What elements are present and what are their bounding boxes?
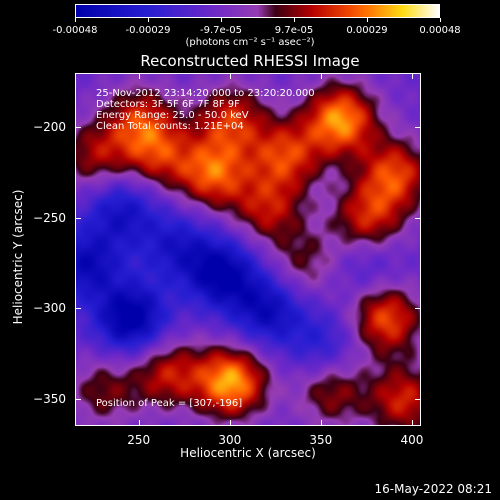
y-tick (415, 308, 421, 310)
chart-title: Reconstructed RHESSI Image (140, 52, 360, 70)
colorbar-tick (294, 18, 295, 22)
colorbar-units-label: (photons cm⁻² s⁻¹ asec⁻²) (185, 37, 315, 48)
colorbar-tick (75, 18, 76, 22)
y-tick (415, 127, 421, 129)
y-tick (415, 398, 421, 400)
x-tick (138, 420, 140, 426)
colorbar-tick-label: -0.00029 (125, 25, 171, 36)
annotation-peak-position: Position of Peak = [307,-196] (96, 398, 243, 409)
colorbar-tick (440, 18, 441, 22)
x-axis-label: Heliocentric X (arcsec) (180, 446, 316, 460)
y-tick (75, 308, 81, 310)
x-tick (229, 420, 231, 426)
x-tick-label: 300 (218, 433, 242, 447)
colorbar (75, 4, 440, 18)
annotation-time-range: 25-Nov-2012 23:14:20.000 to 23:20:20.000 (96, 88, 315, 99)
plot-area: 25-Nov-2012 23:14:20.000 to 23:20:20.000… (75, 73, 421, 426)
x-tick (229, 73, 231, 79)
x-tick (411, 73, 413, 79)
y-tick-label: −350 (33, 391, 66, 406)
annotation-energy-range: Energy Range: 25.0 - 50.0 keV (96, 110, 249, 121)
y-axis-label: Heliocentric Y (arcsec) (11, 189, 25, 325)
x-tick (320, 420, 322, 426)
colorbar-tick-label: 0.00029 (346, 25, 388, 36)
y-tick (75, 398, 81, 400)
heatmap-image (76, 74, 420, 425)
colorbar-tick (367, 18, 368, 22)
y-tick (415, 217, 421, 219)
colorbar-tick (221, 18, 222, 22)
x-tick (411, 420, 413, 426)
colorbar-tick-label: -9.7e-05 (200, 25, 242, 36)
annotation-total-counts: Clean Total counts: 1.21E+04 (96, 121, 244, 132)
y-tick-label: −300 (33, 301, 66, 316)
timestamp: 16-May-2022 08:21 (374, 482, 492, 496)
colorbar-tick (148, 18, 149, 22)
x-tick (138, 73, 140, 79)
x-tick (320, 73, 322, 79)
x-tick-label: 400 (400, 433, 424, 447)
x-tick-label: 250 (127, 433, 151, 447)
colorbar-tick-label: -0.00048 (52, 25, 98, 36)
y-tick-label: −250 (33, 210, 66, 225)
colorbar-tick-label: 0.00048 (419, 25, 461, 36)
x-tick-label: 350 (309, 433, 333, 447)
y-tick (75, 127, 81, 129)
y-tick (75, 217, 81, 219)
y-tick-label: −200 (33, 120, 66, 135)
annotation-detectors: Detectors: 3F 5F 6F 7F 8F 9F (96, 99, 240, 110)
colorbar-tick-label: 9.7e-05 (274, 25, 314, 36)
